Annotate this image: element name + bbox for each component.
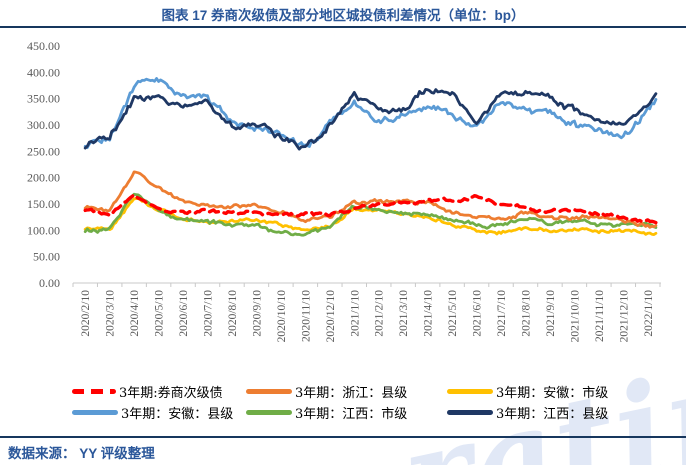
legend-line-swatch <box>447 388 493 394</box>
y-tick-label: 250.00 <box>27 144 60 158</box>
x-tick-label: 2021/2/10 <box>374 290 386 337</box>
legend-item-0: 3年期:券商次级债 <box>72 383 223 401</box>
x-tick-label: 2020/8/10 <box>227 290 239 337</box>
legend-label: 3年期:券商次级债 <box>119 385 223 401</box>
y-axis-labels: 0.00 50.00 100.00 150.00 200.00 250.00 300.00 3… <box>27 39 60 290</box>
title-divider <box>0 26 686 28</box>
x-tick-label: 2020/12/10 <box>325 290 337 343</box>
legend-label: 3年期：安徽：县级 <box>121 406 234 422</box>
line-chart: 0.00 50.00 100.00 150.00 200.00 250.00 300.00 3… <box>27 39 661 343</box>
series-line-3 <box>83 77 658 149</box>
x-tick-label: 2020/6/10 <box>178 290 190 337</box>
legend-label: 3年期：江西：市级 <box>295 406 408 422</box>
legend-label: 3年期：安徽：市级 <box>496 385 609 401</box>
y-tick-label: 0.00 <box>39 276 60 290</box>
x-tick-label: 2021/8/10 <box>520 290 532 337</box>
y-tick-label: 350.00 <box>27 92 60 106</box>
y-tick-label: 50.00 <box>33 250 60 264</box>
legend-line-swatch <box>246 388 292 394</box>
legend-item-2: 3年期：安徽：市级 <box>447 383 609 401</box>
x-tick-label: 2021/5/10 <box>447 290 459 337</box>
x-tick-label: 2021/7/10 <box>496 290 508 337</box>
series-line-0 <box>83 192 658 225</box>
series-line-5 <box>83 88 658 151</box>
legend-label: 3年期：浙江：县级 <box>295 385 408 401</box>
y-tick-label: 150.00 <box>27 197 60 211</box>
x-tick-label: 2020/3/10 <box>105 290 117 337</box>
x-tick-label: 2021/9/10 <box>545 290 557 337</box>
x-tick-label: 2020/9/10 <box>251 290 263 337</box>
legend-item-5: 3年期：江西：县级 <box>447 404 609 422</box>
series-lines <box>83 77 658 237</box>
x-tick-label: 2022/1/10 <box>643 290 655 337</box>
x-tick-label: 2021/6/10 <box>472 290 484 337</box>
legend-line-swatch <box>447 409 493 415</box>
x-tick-label: 2020/10/10 <box>276 290 288 343</box>
footer-divider <box>0 436 686 438</box>
series-line-1 <box>83 170 658 229</box>
x-tick-label: 2020/4/10 <box>129 290 141 337</box>
data-source: 数据来源： YY 评级整理 <box>8 446 155 461</box>
legend-item-3: 3年期：安徽：县级 <box>72 404 234 422</box>
y-tick-label: 450.00 <box>27 39 60 53</box>
legend-line-swatch <box>72 409 118 415</box>
legend-label: 3年期：江西：县级 <box>496 406 609 422</box>
y-tick-label: 300.00 <box>27 118 60 132</box>
x-tick-label: 2021/12/10 <box>618 290 630 343</box>
x-tick-label: 2021/10/10 <box>569 290 581 343</box>
x-tick-label: 2021/3/10 <box>398 290 410 337</box>
x-tick-label: 2021/11/10 <box>594 290 606 342</box>
legend-item-4: 3年期：江西：市级 <box>246 404 408 422</box>
y-tick-label: 100.00 <box>27 223 60 237</box>
legend-line-swatch <box>246 409 292 415</box>
x-tick-label: 2021/4/10 <box>423 290 435 337</box>
figure-title: 图表 17 券商次级债及部分地区城投债利差情况（单位：bp） <box>161 8 525 23</box>
legend-item-1: 3年期：浙江：县级 <box>246 383 408 401</box>
x-tick-label: 2020/5/10 <box>154 290 166 337</box>
x-axis-labels: 2020/2/10 2020/3/10 2020/4/10 2020/5/10 2020… <box>80 290 655 343</box>
x-tick-label: 2021/1/10 <box>349 290 361 337</box>
y-tick-label: 200.00 <box>27 171 60 185</box>
y-tick-label: 400.00 <box>27 65 60 79</box>
x-tick-label: 2020/7/10 <box>203 290 215 337</box>
x-tick-label: 2020/11/10 <box>300 290 312 342</box>
x-axis <box>72 282 661 287</box>
legend-dashed-line-swatch <box>72 388 116 394</box>
x-tick-label: 2020/2/10 <box>80 290 92 337</box>
